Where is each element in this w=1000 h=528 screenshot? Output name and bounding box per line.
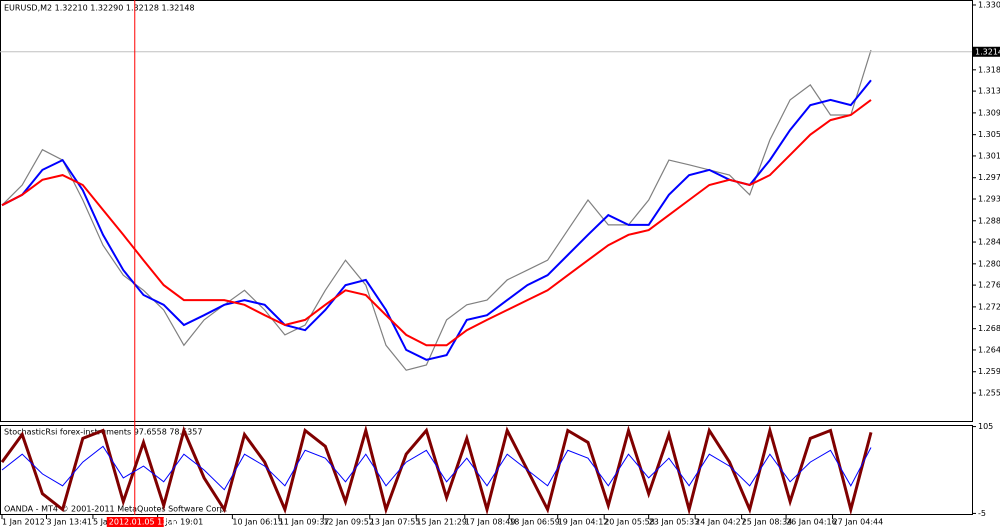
x-tick-label: 5 Jan bbox=[93, 518, 113, 527]
x-tick-label: 15 Jan 21:29 bbox=[416, 518, 467, 527]
series-line bbox=[1, 79, 872, 361]
series-line bbox=[1, 445, 872, 491]
y-tick-label: 1.28890 bbox=[978, 216, 1000, 225]
x-tick-label: 1 Jan 2012 bbox=[2, 518, 45, 527]
x-tick-label: 23 Jan 05:33 bbox=[649, 518, 700, 527]
chart-title: EURUSD,M2 1.32210 1.32290 1.32128 1.3214… bbox=[4, 4, 195, 13]
x-tick-label: 11 Jan 09:37 bbox=[279, 518, 330, 527]
main-panel bbox=[0, 0, 973, 422]
x-tick-label: 3 Jan 13:41 bbox=[46, 518, 92, 527]
y-tick-label: 1.27650 bbox=[978, 281, 1000, 290]
indicator-panel bbox=[0, 425, 973, 515]
x-tick-label: 17 Jan 08:49 bbox=[465, 518, 516, 527]
x-tick-label: 18 Jan 06:59 bbox=[509, 518, 560, 527]
y-tick-label: 1.31390 bbox=[978, 87, 1000, 96]
y-tick-label: 1.33050 bbox=[978, 0, 1000, 9]
y-tick-label: 1.25980 bbox=[978, 367, 1000, 376]
x-tick-label: 25 Jan 08:34 bbox=[742, 518, 793, 527]
crosshair-box bbox=[106, 517, 164, 527]
last-price-label: 1.32148 bbox=[975, 47, 1000, 56]
x-tick-label: 27 Jan 04:44 bbox=[833, 518, 884, 527]
series-line bbox=[0, 424, 873, 516]
y-tick-label: 1.30550 bbox=[978, 130, 1000, 139]
x-tick-label: 19 Jan 04:12 bbox=[558, 518, 609, 527]
last-price-box bbox=[973, 46, 1000, 57]
y-tick-label: 1.25570 bbox=[978, 389, 1000, 398]
y-tick-label: 1.30970 bbox=[978, 108, 1000, 117]
x-tick-label: 24 Jan 04:27 bbox=[695, 518, 746, 527]
footer: OANDA - MT4 © 2001-2011 MetaQuotes Softw… bbox=[4, 505, 227, 514]
series-line bbox=[1, 99, 872, 347]
y-tick-label: 105 bbox=[978, 422, 993, 431]
series-line bbox=[1, 49, 872, 371]
y-tick-label: 1.31800 bbox=[978, 65, 1000, 74]
y-tick-label: 1.28060 bbox=[978, 259, 1000, 268]
y-tick-label: 1.30140 bbox=[978, 151, 1000, 160]
y-tick-label: 1.26810 bbox=[978, 324, 1000, 333]
y-tick-label: -5 bbox=[978, 509, 986, 518]
y-tick-label: 1.29720 bbox=[978, 173, 1000, 182]
y-tick-label: 1.27230 bbox=[978, 302, 1000, 311]
y-tick-label: 1.26400 bbox=[978, 345, 1000, 354]
crosshair-label: 2012.01.05 13:45 bbox=[109, 518, 180, 527]
x-tick-label: 26 Jan 04:16 bbox=[786, 518, 837, 527]
x-tick-label: 13 Jan 07:55 bbox=[370, 518, 421, 527]
x-tick-label: 20 Jan 05:58 bbox=[604, 518, 655, 527]
x-tick-label: 8 Jan 19:01 bbox=[158, 518, 204, 527]
y-tick-label: 1.29310 bbox=[978, 194, 1000, 203]
y-tick-label: 1.28480 bbox=[978, 238, 1000, 247]
x-tick-label: 12 Jan 09:52 bbox=[323, 518, 374, 527]
x-tick-label: 10 Jan 06:15 bbox=[232, 518, 283, 527]
